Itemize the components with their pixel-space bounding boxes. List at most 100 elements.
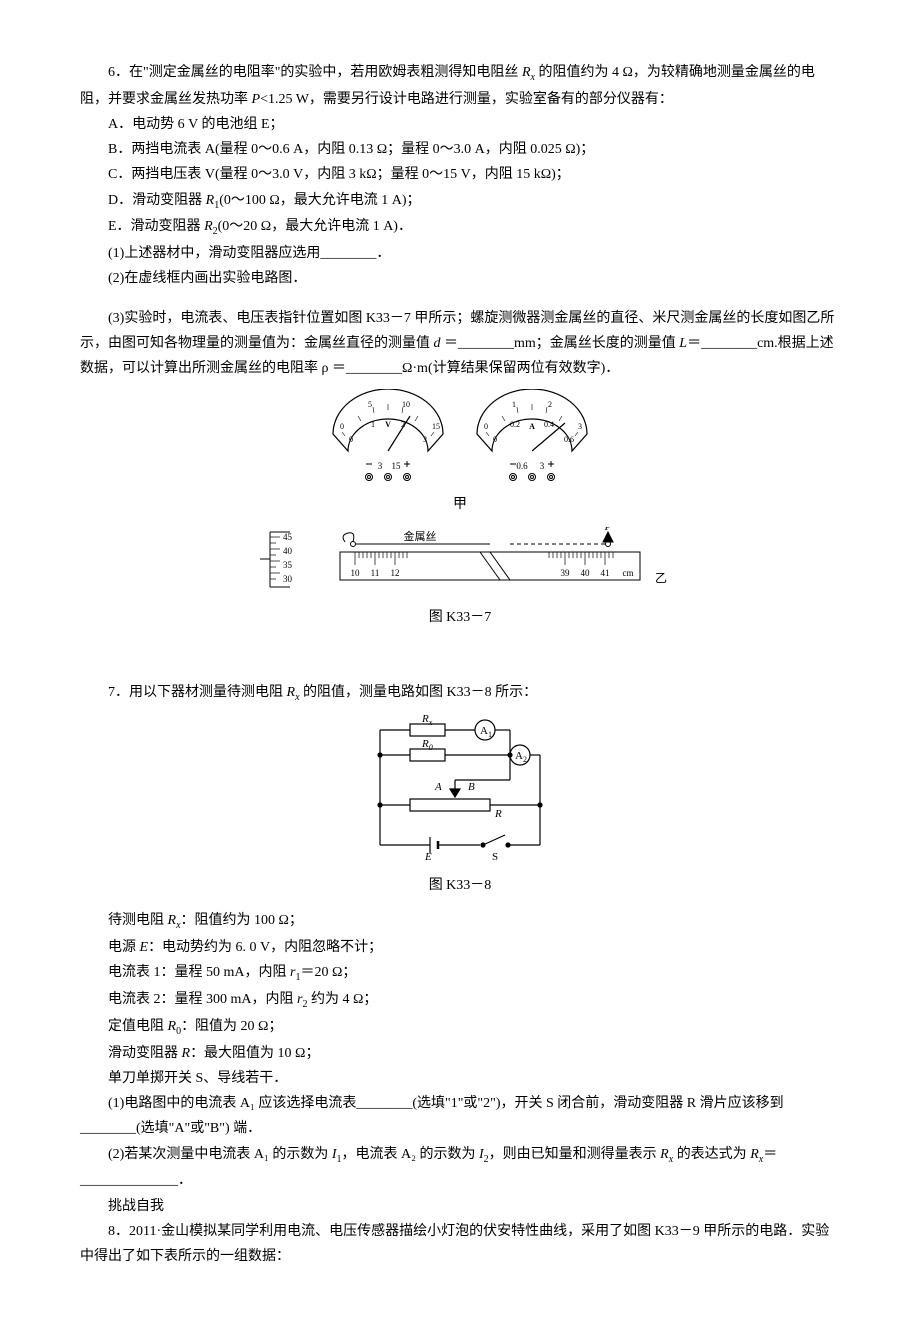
am-m0: 0	[493, 435, 497, 444]
rl-r0: 39	[561, 568, 571, 578]
vm-t2: 10	[402, 400, 410, 409]
c-A: A	[434, 781, 442, 793]
q7-spec1: 待测电阻 Rx：阻值约为 100 Ω；	[80, 908, 840, 935]
q7-intro: 7．用以下器材测量待测电阻 Rx 的阻值，测量电路如图 K33－8 所示：	[80, 680, 840, 707]
q6-item-D: D．滑动变阻器 R1(0～100 Ω，最大允许电流 1 A)；	[80, 188, 840, 215]
svg-text:A1: A1	[480, 725, 492, 739]
c-R: R	[494, 808, 502, 820]
vm-m1: 1	[371, 420, 375, 429]
rl-l0: 10	[351, 568, 361, 578]
q7-spec7: 单刀单掷开关 S、导线若干．	[80, 1066, 840, 1091]
vm-br: 15	[392, 461, 402, 471]
am-br: 3	[540, 461, 545, 471]
c-B: B	[468, 781, 475, 793]
q7-s4b: 约为 4 Ω；	[307, 992, 377, 1007]
rl-r1: 40	[581, 568, 591, 578]
rl-r2: 41	[601, 568, 610, 578]
q6-sub3-d: d	[434, 336, 441, 351]
q6-item-E-b: (0～20 Ω，最大允许电流 1 A)．	[218, 219, 412, 234]
ruler-P: P	[604, 527, 612, 533]
svg-text:A2: A2	[515, 750, 527, 764]
q6-P: P	[252, 92, 261, 107]
am-m1: 0.2	[510, 420, 520, 429]
q6-sub2: (2)在虚线框内画出实验电路图．	[80, 266, 840, 291]
q6-intro: 6．在"测定金属丝的电阻率"的实验中，若用欧姆表粗测得知电阻丝 Rx 的阻值约为…	[80, 60, 840, 112]
q7-s2b: ：电动势约为 6. 0 V，内阻忽略不计；	[148, 940, 382, 955]
c-A1-s: 1	[488, 730, 492, 739]
q7-s1b: ：阻值约为 100 Ω；	[181, 913, 303, 928]
challenge-heading: 挑战自我	[80, 1194, 840, 1219]
q7-s6b: ：最大阻值为 10 Ω；	[190, 1046, 319, 1061]
q7-s1-Rx: R	[168, 913, 177, 928]
c-A2: A	[515, 750, 523, 762]
spacer	[80, 640, 840, 680]
svg-text:R0: R0	[421, 738, 433, 752]
q7-s5b: ：阻值为 20 Ω；	[181, 1019, 282, 1034]
c-A1: A	[480, 725, 488, 737]
q6-R1: R	[206, 193, 215, 208]
vm-needle	[388, 416, 410, 451]
q7-s6-R: R	[182, 1046, 191, 1061]
q6-item-C: C．两挡电压表 V(量程 0～3.0 V，内阻 3 kΩ；量程 0～15 V，内…	[80, 162, 840, 187]
q7-s2-Rx2: R	[750, 1147, 759, 1162]
q7-sub1: (1)电路图中的电流表 A₁ 应该选择电流表________(选填"1"或"2"…	[80, 1091, 840, 1141]
q7-s2-a: (2)若某次测量中电流表 A₁ 的示数为	[108, 1147, 332, 1162]
mm-s2: 35	[283, 560, 293, 570]
q7-s4a: 电流表 2：量程 300 mA，内阻	[108, 992, 297, 1007]
svg-text:Rx: Rx	[421, 715, 433, 727]
q6-item-D-b: (0～100 Ω，最大允许电流 1 A)；	[219, 193, 420, 208]
am-unit: A	[529, 422, 535, 431]
q6-item-A: A．电动势 6 V 的电池组 E；	[80, 112, 840, 137]
vm-m3: 3	[423, 435, 427, 444]
q7-spec4: 电流表 2：量程 300 mA，内阻 r2 约为 4 Ω；	[80, 987, 840, 1014]
q7-spec2: 电源 E：电动势约为 6. 0 V，内阻忽略不计；	[80, 935, 840, 960]
mm-s0: 45	[283, 532, 293, 542]
q6-blank-line	[80, 292, 840, 306]
mm-s1: 40	[283, 546, 293, 556]
am-t1: 1	[512, 400, 516, 409]
fig-jia-label: 甲	[80, 492, 840, 517]
q6-sub3-L: L	[679, 336, 687, 351]
q7-s3a: 电流表 1：量程 50 mA，内阻	[108, 965, 290, 980]
q6-item-E: E．滑动变阻器 R2(0～20 Ω，最大允许电流 1 A)．	[80, 214, 840, 241]
q7-s2-d: 的表达式为	[673, 1147, 750, 1162]
fig-k33-7-jia: 0 5 10 15 0 1 V 2 3 3 15 0 1 2	[80, 389, 840, 484]
q6-item-D-a: D．滑动变阻器	[108, 193, 206, 208]
fig-k33-8: Rx A1 R0 A2 A B R E S	[80, 715, 840, 865]
q7-Rx: R	[287, 685, 296, 700]
fig-k33-8-label: 图 K33－8	[80, 873, 840, 898]
c-Rx-s: x	[428, 718, 433, 727]
q7-s5a: 定值电阻	[108, 1019, 168, 1034]
q7-s2-E: E	[140, 940, 149, 955]
q6-item-E-a: E．滑动变阻器	[108, 219, 204, 234]
vm-t3: 15	[432, 422, 440, 431]
c-R0-s: 0	[429, 743, 433, 752]
rl-l1: 11	[371, 568, 380, 578]
q7-s5-R0: R	[168, 1019, 177, 1034]
q6-sub1: (1)上述器材中，滑动变阻器应选用________．	[80, 241, 840, 266]
fig-k33-7-yi: 45 40 35 30 金属丝 P	[80, 527, 840, 597]
fig-k33-7-label: 图 K33－7	[80, 605, 840, 630]
q7-intro-a: 7．用以下器材测量待测电阻	[108, 685, 287, 700]
q6-sub3-b: ＝________mm；金属丝长度的测量值	[441, 336, 680, 351]
c-S: S	[492, 851, 498, 863]
q7-s2a: 电源	[108, 940, 140, 955]
q6-sub3: (3)实验时，电流表、电压表指针位置如图 K33－7 甲所示；螺旋测微器测金属丝…	[80, 306, 840, 382]
q7-s6a: 滑动变阻器	[108, 1046, 182, 1061]
c-E: E	[424, 851, 432, 863]
am-m2: 0.4	[544, 420, 554, 429]
q7-s3b: ＝20 Ω；	[300, 965, 356, 980]
am-t2: 2	[548, 400, 552, 409]
q7-s2-Rx: R	[660, 1147, 669, 1162]
q8-text: 8．2011·金山模拟某同学利用电流、电压传感器描绘小灯泡的伏安特性曲线，采用了…	[80, 1219, 840, 1269]
q7-s2-b: ，电流表 A₂ 的示数为	[342, 1147, 480, 1162]
am-t3: 3	[578, 422, 582, 431]
am-t0: 0	[484, 422, 488, 431]
q6-Rx: R	[522, 65, 531, 80]
q6-intro-a: 6．在"测定金属丝的电阻率"的实验中，若用欧姆表粗测得知电阻丝	[108, 65, 522, 80]
wire-label: 金属丝	[404, 529, 437, 543]
vm-bl: 3	[378, 461, 383, 471]
q6-R2: R	[204, 219, 213, 234]
mm-s3: 30	[283, 574, 293, 584]
q7-intro-b: 的阻值，测量电路如图 K33－8 所示：	[300, 685, 538, 700]
